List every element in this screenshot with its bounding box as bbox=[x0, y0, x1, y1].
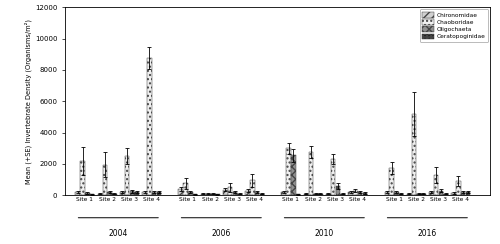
Bar bbox=[362, 193, 367, 195]
Bar bbox=[434, 175, 438, 195]
Bar bbox=[120, 192, 124, 195]
Text: 2006: 2006 bbox=[212, 229, 231, 238]
Bar bbox=[112, 194, 116, 195]
Text: 2004: 2004 bbox=[108, 229, 128, 238]
Bar bbox=[340, 194, 345, 195]
Bar bbox=[201, 194, 205, 195]
Bar bbox=[461, 192, 466, 195]
Bar bbox=[348, 192, 353, 195]
Bar bbox=[291, 155, 296, 195]
Bar bbox=[255, 192, 260, 195]
Bar bbox=[412, 114, 416, 195]
Bar bbox=[142, 192, 147, 195]
Bar bbox=[390, 168, 394, 195]
Bar bbox=[223, 190, 228, 195]
Bar bbox=[421, 194, 426, 195]
Bar bbox=[134, 192, 139, 195]
Bar bbox=[466, 192, 470, 195]
Bar bbox=[394, 192, 398, 195]
Bar bbox=[152, 192, 156, 195]
Bar bbox=[85, 193, 89, 195]
Bar bbox=[296, 194, 300, 195]
Bar bbox=[90, 194, 94, 195]
Bar bbox=[76, 192, 80, 195]
Bar bbox=[384, 192, 389, 195]
Bar bbox=[147, 58, 152, 195]
Bar bbox=[184, 183, 188, 195]
Bar bbox=[429, 192, 434, 195]
Bar bbox=[308, 152, 313, 195]
Bar bbox=[260, 194, 264, 195]
Bar bbox=[444, 194, 448, 195]
Bar bbox=[336, 186, 340, 195]
Bar bbox=[215, 194, 220, 195]
Bar bbox=[358, 192, 362, 195]
Bar bbox=[314, 194, 318, 195]
Bar bbox=[98, 194, 102, 195]
Text: 2010: 2010 bbox=[314, 229, 334, 238]
Bar bbox=[156, 192, 161, 195]
Bar bbox=[282, 192, 286, 195]
Bar bbox=[210, 194, 215, 195]
Bar bbox=[228, 187, 232, 195]
Bar bbox=[232, 192, 237, 195]
Bar bbox=[416, 194, 421, 195]
Bar bbox=[102, 165, 107, 195]
Y-axis label: Mean (+SE) Invertebrate Density (Organisms/m²): Mean (+SE) Invertebrate Density (Organis… bbox=[24, 19, 32, 184]
Bar bbox=[250, 180, 254, 195]
Bar bbox=[238, 194, 242, 195]
Bar bbox=[130, 191, 134, 195]
Bar bbox=[188, 192, 192, 195]
Bar bbox=[286, 148, 291, 195]
Bar bbox=[353, 191, 358, 195]
Bar bbox=[304, 194, 308, 195]
Bar bbox=[246, 191, 250, 195]
Bar bbox=[407, 194, 412, 195]
Bar bbox=[178, 189, 183, 195]
Bar bbox=[456, 181, 460, 195]
Legend: Chironomidae, Chaoboridae, Oligochaeta, Ceratopoginidae: Chironomidae, Chaoboridae, Oligochaeta, … bbox=[420, 9, 488, 42]
Bar bbox=[331, 159, 336, 195]
Bar bbox=[399, 194, 404, 195]
Bar bbox=[318, 194, 322, 195]
Bar bbox=[193, 194, 198, 195]
Bar bbox=[80, 161, 85, 195]
Bar bbox=[452, 193, 456, 195]
Bar bbox=[206, 194, 210, 195]
Bar bbox=[326, 194, 330, 195]
Bar bbox=[125, 156, 130, 195]
Bar bbox=[438, 191, 443, 195]
Bar bbox=[108, 192, 112, 195]
Text: 2016: 2016 bbox=[418, 229, 437, 238]
